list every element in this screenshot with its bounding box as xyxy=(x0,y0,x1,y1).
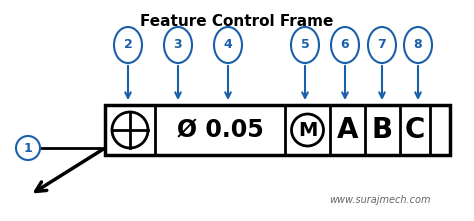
Text: 4: 4 xyxy=(224,38,232,51)
Text: www.surajmech.com: www.surajmech.com xyxy=(329,195,431,205)
Text: M: M xyxy=(298,120,317,139)
Text: C: C xyxy=(405,116,425,144)
Text: Feature Control Frame: Feature Control Frame xyxy=(140,14,334,29)
Circle shape xyxy=(16,136,40,160)
Circle shape xyxy=(112,112,148,148)
Text: 7: 7 xyxy=(378,38,386,51)
Ellipse shape xyxy=(291,27,319,63)
Text: 8: 8 xyxy=(414,38,422,51)
Circle shape xyxy=(292,114,323,146)
Ellipse shape xyxy=(331,27,359,63)
Text: A: A xyxy=(337,116,358,144)
Ellipse shape xyxy=(368,27,396,63)
Ellipse shape xyxy=(164,27,192,63)
Ellipse shape xyxy=(214,27,242,63)
Text: 5: 5 xyxy=(301,38,310,51)
Ellipse shape xyxy=(114,27,142,63)
Ellipse shape xyxy=(404,27,432,63)
Text: 1: 1 xyxy=(24,141,32,154)
Text: Ø 0.05: Ø 0.05 xyxy=(177,118,264,142)
Bar xyxy=(105,105,450,155)
Text: B: B xyxy=(372,116,393,144)
Text: 3: 3 xyxy=(173,38,182,51)
Text: 2: 2 xyxy=(124,38,132,51)
Text: 6: 6 xyxy=(341,38,349,51)
